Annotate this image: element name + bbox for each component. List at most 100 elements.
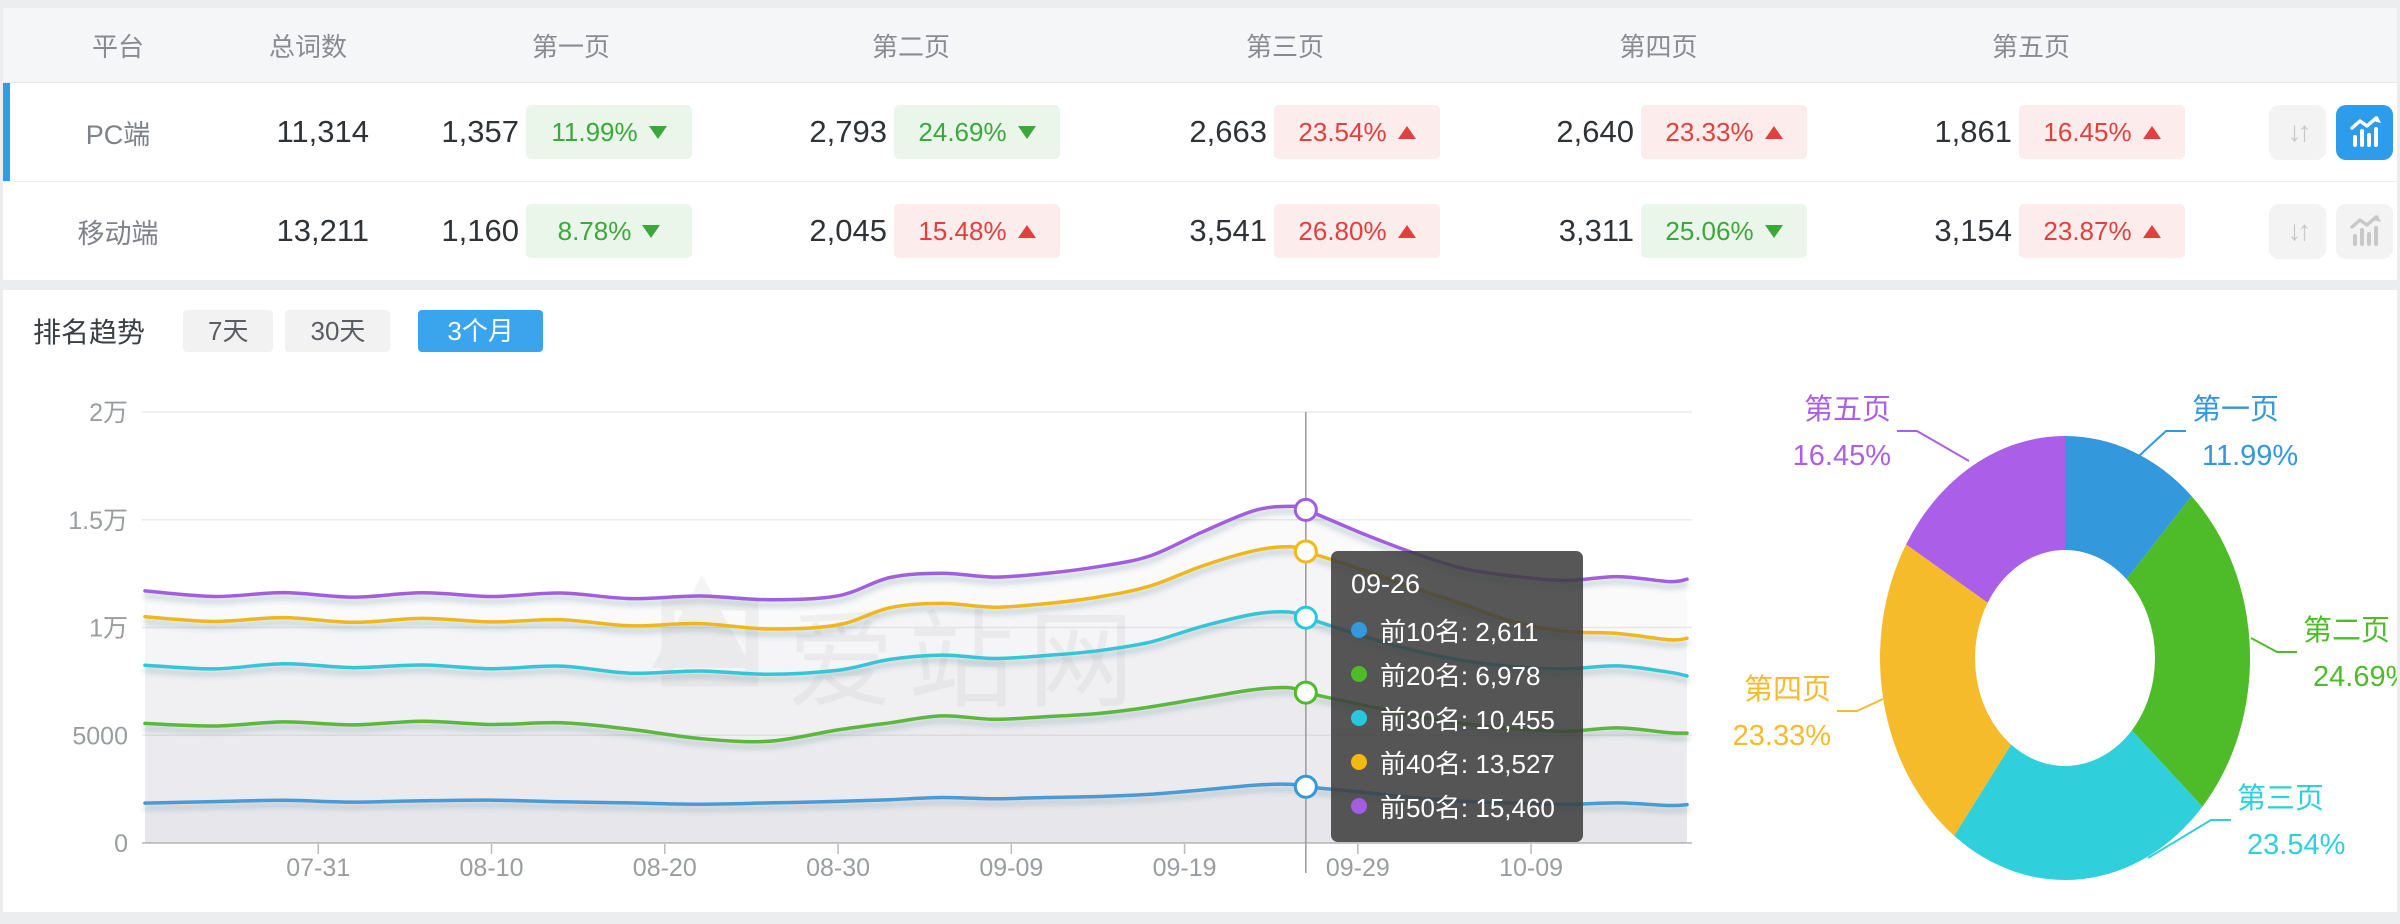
table-row[interactable]: PC端 11,314 1,357 11.99% 2,793 24.69% 2,663 23.5…	[3, 83, 2397, 182]
series-dot-icon	[1351, 710, 1367, 726]
donut-label-leader	[1837, 698, 1884, 712]
triangle-up-icon	[1397, 125, 1416, 139]
donut-label-leader	[2126, 430, 2186, 468]
series-area	[145, 784, 1688, 843]
sort-toggle-button[interactable]: ↓↑	[2269, 203, 2326, 259]
x-axis-tick-label: 10-09	[1499, 854, 1563, 882]
pct-value: 23.33%	[1665, 116, 1754, 147]
pct-value: 11.99%	[551, 116, 638, 147]
donut-label-pct: 16.45%	[1793, 440, 1891, 472]
y-axis-tick-label: 5000	[72, 722, 128, 750]
series-area	[145, 687, 1688, 843]
x-axis-tick-label: 08-30	[806, 854, 870, 882]
tooltip-date: 09-26	[1351, 569, 1421, 599]
page2-count: 2,045	[809, 213, 887, 248]
page4-count: 2,640	[1556, 114, 1634, 149]
table-row[interactable]: 移动端 13,211 1,160 8.78% 2,045 15.48% 3,541 26.80…	[3, 182, 2397, 280]
row-actions: ↓↑	[2188, 203, 2397, 259]
total-words-value: 13,211	[276, 213, 369, 248]
y-axis-tick-label: 1.5万	[68, 507, 128, 535]
tooltip-item: 前40名: 13,527	[1351, 740, 1565, 784]
hover-marker	[1293, 605, 1318, 630]
show-trend-chart-button[interactable]	[2336, 104, 2393, 160]
page2-pct-badge: 15.48%	[894, 204, 1060, 258]
col-header-page5: 第五页	[1991, 31, 2070, 62]
donut-slice-第二页	[2065, 496, 2251, 807]
tab-3-months[interactable]: 3个月	[418, 310, 543, 352]
ranking-summary-table: 平台 总词数 第一页 第二页 第三页 第四页 第五页 PC端 11,314 1,35…	[3, 8, 2397, 280]
tooltip-item-text: 前50名: 15,460	[1380, 792, 1555, 823]
watermark: 爱站网	[652, 575, 1134, 721]
page4-pct-badge: 23.33%	[1641, 105, 1807, 159]
y-axis-tick-label: 1万	[89, 615, 128, 643]
tooltip-item-text: 前30名: 10,455	[1380, 704, 1555, 735]
pct-value: 23.54%	[1298, 116, 1387, 147]
tooltip-item: 前20名: 6,978	[1351, 652, 1565, 696]
pct-value: 15.48%	[918, 215, 1007, 246]
chart-tooltip: 09-26 前10名: 2,611 前20名: 6,978 前30名: 10,455…	[1331, 551, 1583, 842]
page5-count: 1,861	[1934, 114, 2012, 149]
table-body: PC端 11,314 1,357 11.99% 2,793 24.69% 2,663 23.5…	[3, 83, 2397, 280]
series-dot-icon	[1351, 666, 1367, 682]
pct-value: 16.45%	[2043, 116, 2132, 147]
triangle-down-icon	[1017, 125, 1036, 139]
x-axis-tick-label: 07-31	[286, 854, 350, 882]
triangle-up-icon	[2142, 224, 2161, 238]
tooltip-item-text: 前10名: 2,611	[1380, 616, 1539, 647]
page5-pct-badge: 23.87%	[2019, 204, 2185, 258]
y-axis-tick-label: 2万	[89, 399, 128, 427]
page5-pct-badge: 16.45%	[2019, 105, 2185, 159]
page2-count: 2,793	[809, 114, 887, 149]
donut-label-name: 第三页	[2237, 782, 2324, 815]
sort-arrows-icon: ↓↑	[2287, 215, 2312, 246]
tooltip-item-text: 前20名: 6,978	[1380, 660, 1541, 691]
trend-section: 排名趋势 7天 30天 3个月 0 5000 1万 1.5万 2万 07-31 08-10 0…	[3, 290, 2397, 912]
page4-pct-badge: 25.06%	[1641, 204, 1807, 258]
donut-label-name: 第四页	[1744, 673, 1831, 706]
trend-chart-icon	[2349, 116, 2381, 147]
col-header-page1: 第一页	[531, 31, 610, 62]
page1-pct-badge: 11.99%	[526, 105, 692, 159]
tooltip-item-text: 前40名: 13,527	[1380, 748, 1555, 779]
series-dot-icon	[1351, 798, 1367, 814]
col-header-platform: 平台	[91, 31, 144, 62]
pct-value: 26.80%	[1298, 215, 1387, 246]
hover-marker	[1293, 539, 1318, 564]
show-trend-chart-button[interactable]	[2336, 203, 2393, 259]
page3-count: 3,541	[1189, 213, 1267, 248]
page1-count: 1,357	[441, 114, 519, 149]
triangle-up-icon	[1017, 224, 1036, 238]
page3-pct-badge: 23.54%	[1274, 105, 1440, 159]
triangle-up-icon	[2142, 125, 2161, 139]
donut-label-pct: 24.69%	[2313, 661, 2397, 693]
donut-label-pct: 23.33%	[1733, 720, 1831, 752]
tooltip-item: 前30名: 10,455	[1351, 696, 1565, 740]
watermark-logo-frame	[661, 597, 759, 687]
page3-pct-badge: 26.80%	[1274, 204, 1440, 258]
x-axis-tick-label: 09-19	[1153, 854, 1217, 882]
hover-marker	[1293, 774, 1318, 799]
trend-title: 排名趋势	[33, 317, 146, 348]
triangle-down-icon	[642, 224, 661, 238]
pct-value: 8.78%	[557, 215, 632, 246]
tooltip-item: 前50名: 15,460	[1351, 784, 1565, 828]
x-axis-tick-label: 09-29	[1326, 854, 1390, 882]
triangle-up-icon	[1397, 224, 1416, 238]
tooltip-items: 前10名: 2,611 前20名: 6,978 前30名: 10,455 前40名: …	[1351, 608, 1565, 828]
page1-count: 1,160	[441, 213, 519, 248]
trend-tabbar: 排名趋势 7天 30天 3个月	[33, 310, 543, 352]
donut-label-leader	[2250, 637, 2297, 653]
donut-label-name: 第五页	[1804, 393, 1891, 426]
x-axis-tick-label: 08-20	[633, 854, 697, 882]
sort-toggle-button[interactable]: ↓↑	[2269, 104, 2326, 160]
pct-value: 24.69%	[918, 116, 1007, 147]
pct-value: 25.06%	[1665, 215, 1754, 246]
col-header-total-words: 总词数	[268, 31, 347, 62]
series-dot-icon	[1351, 622, 1367, 638]
tab-30-days[interactable]: 30天	[285, 310, 391, 352]
tab-7-days[interactable]: 7天	[183, 310, 274, 352]
row-actions: ↓↑	[2188, 104, 2397, 160]
platform-label: PC端	[85, 119, 151, 150]
series-area	[145, 506, 1688, 843]
x-axis-tick-label: 09-09	[979, 854, 1043, 882]
